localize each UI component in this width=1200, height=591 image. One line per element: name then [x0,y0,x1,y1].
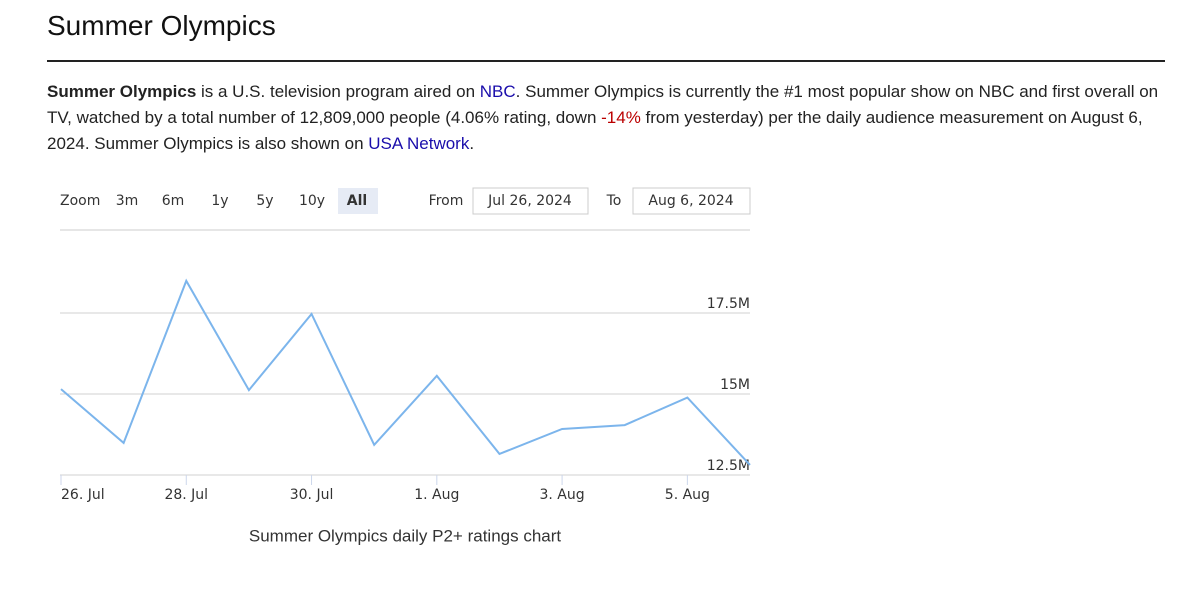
description: Summer Olympics is a U.S. television pro… [47,79,1172,157]
from-label: From [429,193,464,209]
x-tick-label: 28. Jul [164,487,208,503]
data-line [60,278,751,466]
to-date[interactable]: Aug 6, 2024 [648,193,733,209]
zoom-button[interactable]: 6m [162,193,185,209]
zoom-button[interactable]: 1y [211,193,228,209]
y-tick-label: 12.5M [707,458,750,474]
zoom-label: Zoom [60,193,100,209]
x-tick-label: 1. Aug [414,487,459,503]
from-date[interactable]: Jul 26, 2024 [487,193,572,209]
zoom-button[interactable]: 10y [299,193,325,209]
description-text: is a U.S. television program aired on [196,82,480,101]
zoom-button[interactable]: All [347,193,367,209]
x-tick-label: 3. Aug [540,487,585,503]
date-input[interactable] [632,187,751,215]
description-text: Summer Olympics [47,82,197,101]
y-tick-label: 17.5M [707,296,750,312]
zoom-button[interactable]: 3m [116,193,139,209]
zoom-button[interactable]: 5y [256,193,273,209]
zoom-button-bg [338,188,378,214]
divider [47,60,1165,62]
to-label: To [606,193,622,209]
y-tick-label: 15M [720,377,750,393]
description-text: from yesterday) per the daily audience m… [47,108,1143,153]
x-tick-label: 5. Aug [665,487,710,503]
x-tick-label: 30. Jul [290,487,334,503]
description-text: -14% [601,108,641,127]
description-text: . Summer Olympics is currently the #1 mo… [47,82,1159,127]
date-input[interactable] [472,187,589,215]
link[interactable]: NBC [479,82,516,101]
x-tick-label: 26. Jul [61,487,105,503]
chart-caption: Summer Olympics daily P2+ ratings chart [249,526,562,545]
page-title: Summer Olympics [47,10,276,41]
link[interactable]: USA Network [368,134,470,153]
description-text: . [469,134,475,153]
